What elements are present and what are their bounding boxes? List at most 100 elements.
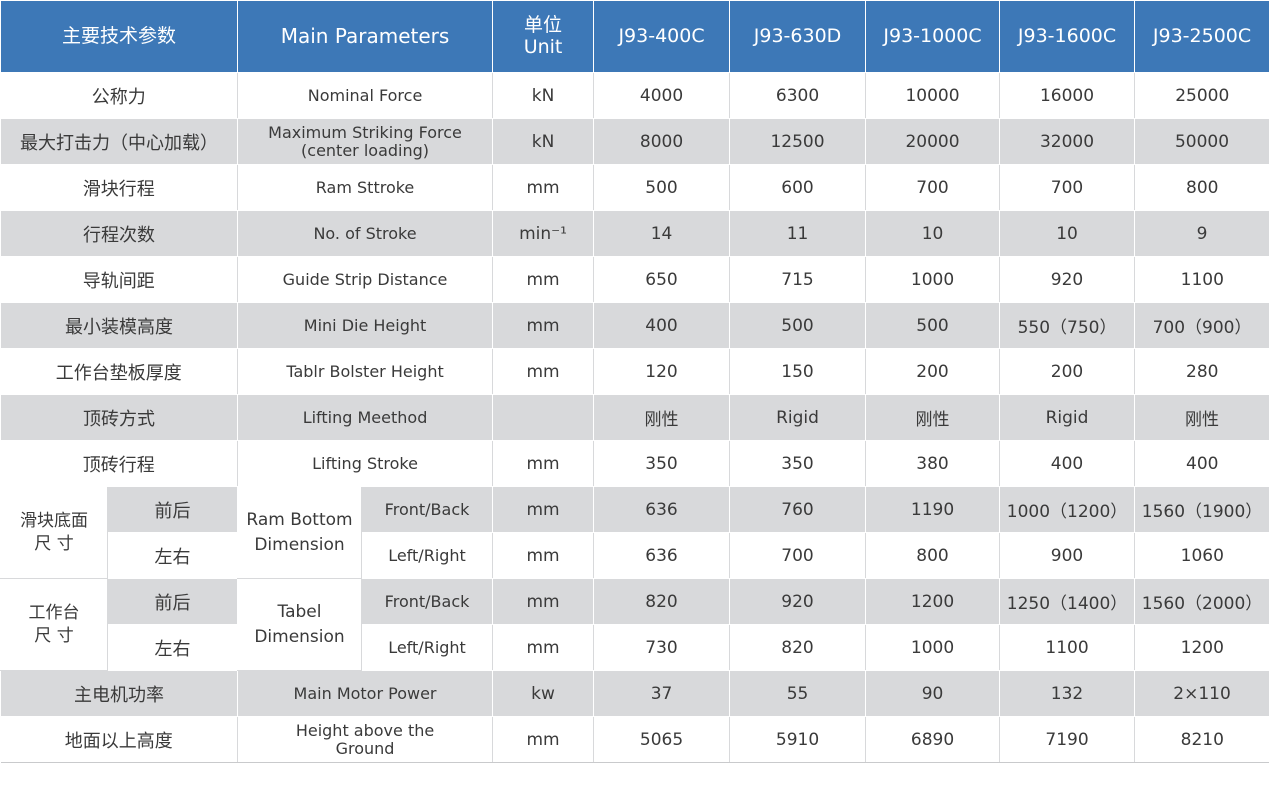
param-cn: 导轨间距 bbox=[0, 256, 239, 303]
param-en: No. of Stroke bbox=[237, 210, 494, 257]
value-cell: 1560（2000） bbox=[1134, 578, 1269, 625]
param-unit: mm bbox=[492, 624, 595, 671]
value-cell: 600 bbox=[729, 164, 867, 211]
group-cn: 工作台 尺 寸 bbox=[0, 578, 108, 671]
value-cell: 10 bbox=[999, 210, 1136, 257]
value-cell: 120 bbox=[593, 348, 731, 395]
group-row: 左右 Left/Right mm 730 820 1000 1100 1200 bbox=[1, 624, 1269, 671]
param-cn: 主电机功率 bbox=[0, 670, 239, 717]
value-cell: 90 bbox=[865, 670, 1001, 717]
value-cell: 1250（1400） bbox=[999, 578, 1136, 625]
param-cn: 顶砖方式 bbox=[0, 394, 239, 441]
param-unit: mm bbox=[492, 164, 595, 211]
header-en: Main Parameters bbox=[237, 0, 494, 73]
table-row: 主电机功率 Main Motor Power kw 37 55 90 132 2×110 bbox=[0, 670, 1269, 717]
value-cell: 820 bbox=[593, 578, 731, 625]
value-cell: 730 bbox=[593, 624, 731, 671]
table-row: 地面以上高度 Height above the Ground mm 5065 5910 6… bbox=[0, 716, 1269, 763]
value-cell: 1190 bbox=[865, 486, 1001, 533]
value-cell: 刚性 bbox=[865, 394, 1001, 441]
value-cell: 715 bbox=[729, 256, 867, 303]
value-cell: 8210 bbox=[1134, 716, 1269, 763]
sub-en: Left/Right bbox=[361, 624, 494, 671]
value-cell: 400 bbox=[999, 440, 1136, 487]
value-cell: 920 bbox=[999, 256, 1136, 303]
sub-cn: 左右 bbox=[107, 532, 239, 579]
value-cell: 200 bbox=[999, 348, 1136, 395]
value-cell: 6300 bbox=[729, 72, 867, 119]
value-cell: 500 bbox=[593, 164, 731, 211]
param-cn: 公称力 bbox=[0, 72, 239, 119]
value-cell: 760 bbox=[729, 486, 867, 533]
param-cn: 最大打击力（中心加载） bbox=[0, 118, 239, 165]
value-cell: 1100 bbox=[1134, 256, 1269, 303]
value-cell: 132 bbox=[999, 670, 1136, 717]
table-row: 导轨间距 Guide Strip Distance mm 650 715 1000 920 1… bbox=[0, 256, 1269, 303]
param-unit: mm bbox=[492, 440, 595, 487]
table-row: 最大打击力（中心加载） Maximum Striking Force (cente… bbox=[0, 118, 1269, 165]
header-model-4: J93-1600C bbox=[999, 0, 1136, 73]
value-cell: 1560（1900） bbox=[1134, 486, 1269, 533]
header-unit: 单位 Unit bbox=[492, 0, 595, 73]
param-cn: 顶砖行程 bbox=[0, 440, 239, 487]
value-cell: 16000 bbox=[999, 72, 1136, 119]
value-cell: 820 bbox=[729, 624, 867, 671]
value-cell: 700 bbox=[999, 164, 1136, 211]
value-cell: 500 bbox=[729, 302, 867, 349]
value-cell: 700 bbox=[865, 164, 1001, 211]
value-cell: 37 bbox=[593, 670, 731, 717]
value-cell: 32000 bbox=[999, 118, 1136, 165]
value-cell: 25000 bbox=[1134, 72, 1269, 119]
value-cell: 800 bbox=[865, 532, 1001, 579]
param-cn: 滑块行程 bbox=[0, 164, 239, 211]
value-cell: 400 bbox=[1134, 440, 1269, 487]
value-cell: 2×110 bbox=[1134, 670, 1269, 717]
sub-en: Front/Back bbox=[361, 578, 494, 625]
header-model-1: J93-400C bbox=[593, 0, 731, 73]
value-cell: 500 bbox=[865, 302, 1001, 349]
param-unit: kN bbox=[492, 72, 595, 119]
sub-cn: 前后 bbox=[106, 578, 239, 625]
value-cell: 636 bbox=[593, 532, 731, 579]
value-cell: 150 bbox=[729, 348, 867, 395]
param-unit: mm bbox=[492, 578, 595, 625]
value-cell: 9 bbox=[1134, 210, 1269, 257]
param-unit: kw bbox=[492, 670, 595, 717]
param-en: Lifting Stroke bbox=[237, 440, 494, 487]
value-cell: 1000 bbox=[865, 256, 1001, 303]
value-cell: 5910 bbox=[729, 716, 867, 763]
param-en: Main Motor Power bbox=[237, 670, 494, 717]
value-cell: 55 bbox=[729, 670, 867, 717]
param-unit bbox=[492, 394, 595, 441]
param-unit: mm bbox=[492, 302, 595, 349]
value-cell: 12500 bbox=[729, 118, 867, 165]
param-en: Mini Die Height bbox=[237, 302, 494, 349]
param-unit: min⁻¹ bbox=[492, 210, 595, 257]
param-en: Ram Sttroke bbox=[237, 164, 494, 211]
value-cell: 1200 bbox=[1134, 624, 1269, 671]
table-row: 行程次数 No. of Stroke min⁻¹ 14 11 10 10 9 bbox=[0, 210, 1269, 257]
param-en: Guide Strip Distance bbox=[237, 256, 494, 303]
param-en: Lifting Meethod bbox=[237, 394, 494, 441]
param-unit: mm bbox=[492, 716, 595, 763]
group-row: 滑块底面 尺 寸前后 Ram Bottom Dimension Front/Back… bbox=[0, 486, 1269, 579]
value-cell: 700（900） bbox=[1134, 302, 1269, 349]
param-cn: 工作台垫板厚度 bbox=[0, 348, 239, 395]
param-en: Tablr Bolster Height bbox=[237, 348, 494, 395]
value-cell: 350 bbox=[729, 440, 867, 487]
value-cell: 刚性 bbox=[593, 394, 731, 441]
group-row: 左右 Left/Right mm 636 700 800 900 1060 bbox=[1, 532, 1269, 579]
value-cell: 200 bbox=[865, 348, 1001, 395]
value-cell: 1000 bbox=[865, 624, 1001, 671]
value-cell: 50000 bbox=[1134, 118, 1269, 165]
header-row: 主要技术参数 Main Parameters 单位 Unit J93-400C … bbox=[0, 0, 1269, 73]
table-row: 顶砖方式 Lifting Meethod 刚性 Rigid 刚性 Rigid 刚性 bbox=[0, 394, 1269, 441]
param-unit: mm bbox=[492, 256, 595, 303]
value-cell: 280 bbox=[1134, 348, 1269, 395]
value-cell: 1060 bbox=[1134, 532, 1269, 579]
table-row: 顶砖行程 Lifting Stroke mm 350 350 380 400 400 bbox=[0, 440, 1269, 487]
sub-cn: 左右 bbox=[107, 624, 239, 671]
group-en: Tabel Dimension bbox=[237, 578, 363, 671]
parameters-table: 主要技术参数 Main Parameters 单位 Unit J93-400C … bbox=[0, 0, 1269, 763]
header-cn: 主要技术参数 bbox=[0, 0, 239, 73]
